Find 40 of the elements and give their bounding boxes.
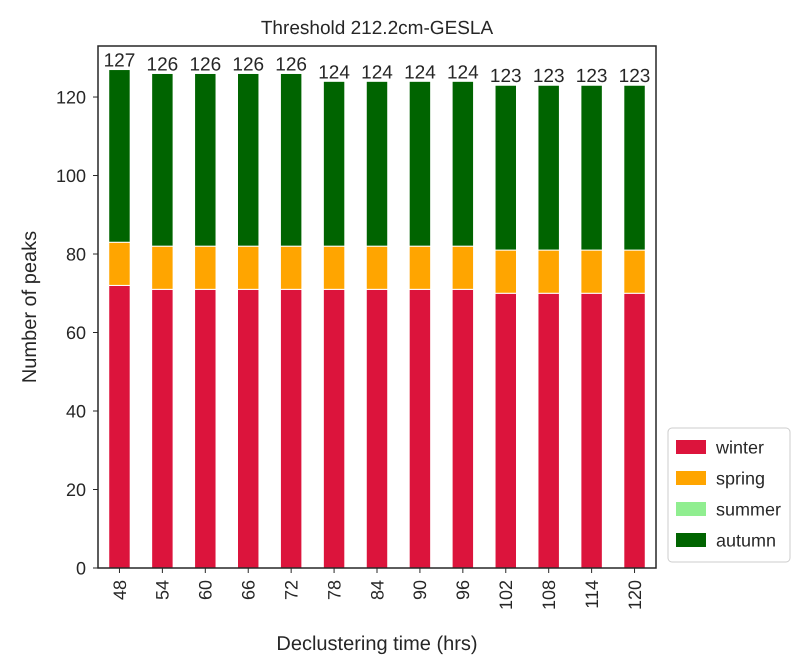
x-tick-label: 90 [410, 580, 430, 600]
x-tick-label: 102 [496, 580, 516, 610]
chart-title: Threshold 212.2cm-GESLA [260, 18, 494, 39]
x-tick-label: 78 [324, 580, 344, 600]
total-label: 123 [532, 66, 565, 88]
y-tick-label: 20 [66, 480, 86, 500]
legend-label: summer [716, 499, 782, 520]
y-tick-label: 0 [76, 558, 86, 578]
x-tick-label: 66 [238, 580, 259, 600]
x-tick-label: 72 [281, 580, 302, 600]
total-label: 123 [490, 66, 522, 88]
total-label: 123 [576, 66, 608, 88]
x-tick-label: 108 [538, 580, 559, 610]
total-label: 124 [318, 62, 350, 84]
legend-label: winter [715, 437, 764, 458]
legend-label: autumn [716, 530, 776, 550]
x-tick-label: 60 [196, 580, 216, 600]
y-tick-label: 120 [56, 87, 86, 108]
total-label: 124 [446, 62, 480, 84]
x-tick-label: 114 [582, 580, 602, 609]
x-tick-label: 84 [367, 580, 388, 600]
total-label: 127 [104, 50, 136, 72]
total-label: 124 [361, 62, 394, 84]
total-label: 124 [404, 62, 436, 84]
y-tick-label: 100 [56, 166, 86, 186]
x-tick-label: 96 [453, 580, 474, 600]
y-axis-title: Number of peaks [19, 230, 41, 384]
y-tick-label: 60 [66, 322, 86, 343]
x-tick-label: 48 [110, 580, 130, 600]
y-tick-label: 80 [66, 244, 86, 264]
x-axis-title: Declustering time (hrs) [276, 633, 478, 655]
total-label: 126 [232, 54, 264, 76]
total-label: 123 [618, 66, 650, 88]
total-label: 126 [189, 54, 222, 76]
legend-label: spring [716, 468, 766, 488]
y-tick-label: 40 [66, 401, 86, 422]
x-tick-label: 54 [152, 580, 173, 600]
total-label: 126 [146, 54, 178, 76]
x-tick-label: 120 [624, 580, 645, 610]
total-label: 126 [275, 54, 308, 76]
